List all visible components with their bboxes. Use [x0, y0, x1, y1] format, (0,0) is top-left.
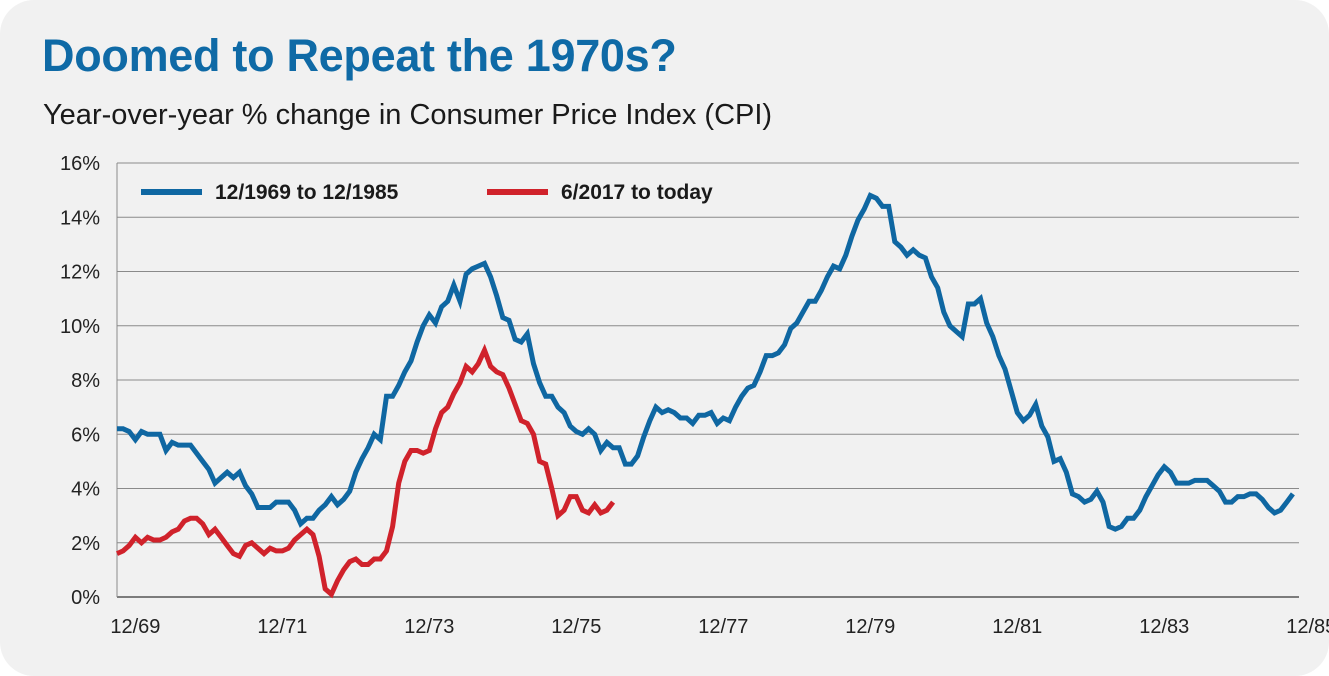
series-line-1969-1985: [117, 192, 1295, 532]
x-tick-label: 12/71: [257, 616, 307, 638]
x-tick-label: 12/73: [404, 616, 454, 638]
y-tick-label: 4%: [71, 479, 100, 501]
chart-subtitle: Year-over-year % change in Consumer Pric…: [43, 99, 773, 131]
x-tick-label: 12/79: [845, 616, 895, 638]
x-tick-label: 12/77: [698, 616, 748, 638]
y-tick-label: 2%: [71, 533, 100, 555]
series-line-2017-today: [115, 343, 616, 599]
y-tick-label: 14%: [60, 207, 100, 229]
y-tick-label: 16%: [60, 153, 100, 175]
x-tick-label: 12/85: [1286, 616, 1329, 638]
legend-label: 12/1969 to 12/1985: [215, 181, 399, 204]
legend-label: 6/2017 to today: [561, 181, 713, 204]
x-tick-label: 12/69: [110, 616, 160, 638]
y-tick-label: 8%: [71, 370, 100, 392]
y-tick-label: 0%: [71, 587, 100, 609]
x-tick-label: 12/81: [992, 616, 1042, 638]
chart-title: Doomed to Repeat the 1970s?: [42, 30, 677, 81]
y-tick-label: 10%: [60, 316, 100, 338]
y-tick-label: 6%: [71, 424, 100, 446]
y-tick-label: 12%: [60, 262, 100, 284]
x-tick-label: 12/83: [1139, 616, 1189, 638]
x-tick-label: 12/75: [551, 616, 601, 638]
